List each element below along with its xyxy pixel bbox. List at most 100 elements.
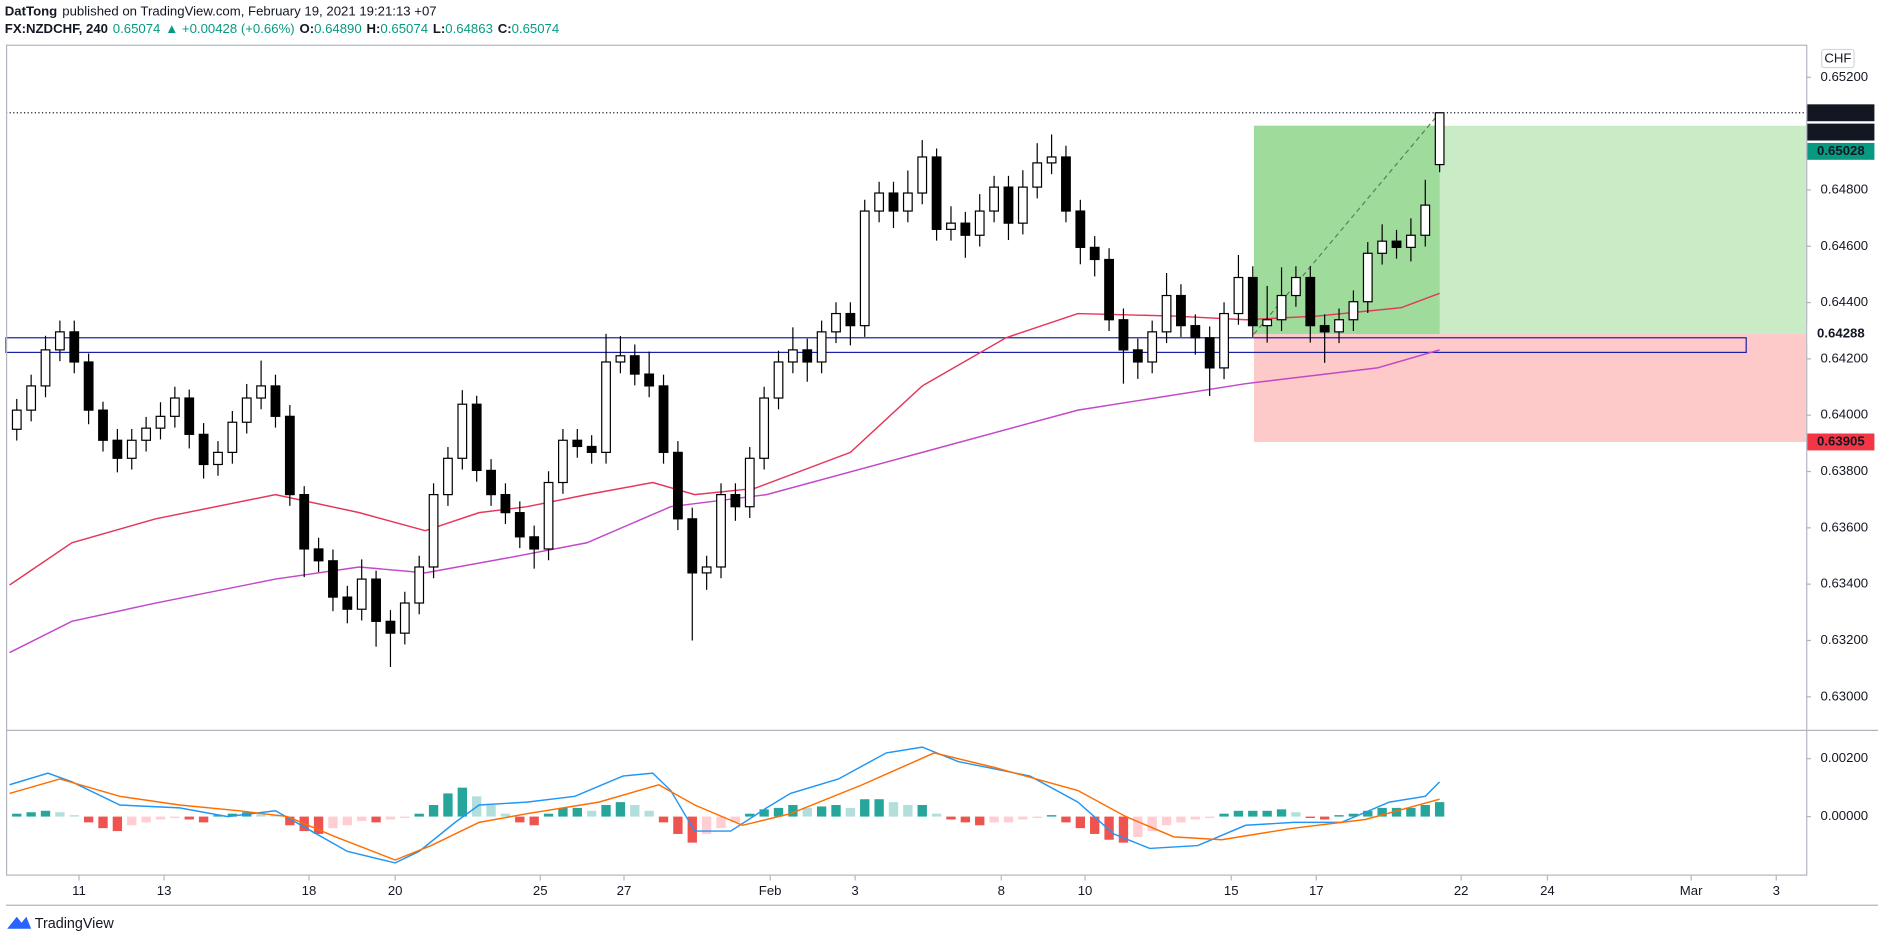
candle-body: [1176, 294, 1186, 327]
candle-body: [1434, 112, 1445, 166]
candle-body: [443, 457, 453, 496]
x-tick-label: 27: [617, 883, 632, 898]
candle-body: [342, 596, 353, 610]
histogram-bar: [285, 816, 295, 826]
candle-body: [54, 331, 65, 351]
candle-body: [946, 222, 956, 230]
candle-body: [1147, 331, 1158, 363]
histogram-bar: [1305, 816, 1315, 819]
candle-body: [227, 421, 238, 453]
candle-body: [658, 385, 669, 453]
ohlc-label: L:: [433, 20, 445, 35]
candle-body: [773, 361, 784, 399]
currency-box: [1821, 48, 1855, 69]
price-tag: [1807, 142, 1875, 160]
histogram-bar: [1003, 816, 1014, 823]
histogram-bar: [802, 807, 812, 817]
histogram-bar: [1147, 816, 1157, 832]
ohlc-value: 0.64890: [314, 20, 362, 35]
candle-body: [529, 536, 540, 550]
histogram-bar: [414, 813, 424, 817]
candle-body: [1276, 294, 1287, 321]
histogram-bar: [1104, 816, 1114, 840]
candle-body: [399, 602, 410, 634]
y-tick-label: 0.64000: [1821, 407, 1869, 422]
candle-body: [141, 427, 152, 441]
candle-body: [1362, 252, 1373, 303]
histogram-bar: [385, 816, 396, 820]
y-tick-label: 0.63200: [1821, 632, 1869, 647]
trade-path: [1253, 112, 1441, 335]
histogram-bar: [1018, 816, 1028, 820]
loss-zone: [1253, 334, 1807, 442]
candle-body: [328, 560, 338, 598]
candle-body: [1190, 325, 1201, 339]
ohlc-label: C:: [498, 20, 512, 35]
candle-body: [1075, 210, 1086, 248]
candle-body: [701, 566, 712, 574]
position-layer: [1253, 112, 1807, 442]
candle-body: [371, 578, 381, 622]
x-tick-label: 10: [1078, 883, 1093, 898]
histogram-bar: [773, 807, 784, 817]
histogram-bar: [558, 807, 568, 817]
candle-body: [558, 439, 568, 484]
x-tick-label: 11: [72, 883, 86, 898]
histogram-bar: [946, 816, 956, 820]
histogram-bar: [313, 816, 324, 834]
author: DatTong: [5, 4, 57, 19]
x-tick-label: 3: [1773, 883, 1780, 898]
candle-body: [1017, 186, 1028, 224]
candle-body: [1089, 246, 1100, 261]
candle-body: [931, 156, 942, 230]
candle-body: [716, 494, 726, 568]
histogram-bar: [989, 816, 999, 823]
x-tick-label: 15: [1224, 883, 1239, 898]
candle-body: [1348, 301, 1359, 321]
histogram-bar: [572, 807, 582, 817]
candle-body: [859, 210, 870, 327]
histogram-bar: [1061, 816, 1071, 823]
candle-body: [270, 385, 281, 417]
candle-body: [1233, 276, 1244, 315]
candle-body: [1291, 276, 1301, 297]
candle-body: [213, 451, 223, 466]
histogram-bar: [1205, 816, 1215, 819]
histogram-bar: [831, 805, 841, 817]
histogram-bar: [486, 805, 496, 817]
candle-body: [1132, 349, 1143, 363]
candle-body: [83, 361, 94, 411]
candle-body: [26, 385, 37, 411]
histogram-bar: [342, 816, 353, 826]
candle-body: [572, 439, 583, 448]
price-pane: [5, 112, 1807, 667]
histogram-bar: [55, 812, 65, 817]
histogram-bar: [1176, 816, 1186, 823]
candle-body: [428, 494, 439, 568]
histogram-bar: [1262, 810, 1272, 817]
last-price: 0.65074: [113, 20, 161, 35]
ohlc-label: O:: [299, 20, 314, 35]
candle-body: [759, 397, 770, 459]
candle-body: [126, 439, 137, 459]
candle-body: [615, 355, 626, 363]
x-tick-label: Mar: [1680, 883, 1703, 898]
histogram-bar: [1363, 810, 1373, 817]
price-tag-label: 01:38:50: [1815, 124, 1868, 139]
histogram-bar: [328, 816, 338, 829]
published: published on TradingView.com, February 1…: [62, 4, 436, 19]
candle-body: [787, 349, 798, 363]
histogram-bar: [716, 816, 726, 829]
y-tick-label: 0.64200: [1821, 350, 1869, 365]
histogram-bar: [1319, 816, 1330, 820]
y-tick-label: 0.00200: [1821, 750, 1869, 765]
histogram-bar: [845, 807, 856, 817]
candle-body: [644, 373, 655, 387]
candle-body: [802, 349, 813, 363]
ohlc-value: 0.65074: [380, 20, 428, 35]
histogram-bar: [170, 816, 180, 819]
histogram-bar: [12, 813, 22, 817]
histogram-bar: [1133, 816, 1143, 837]
histogram-bar: [1406, 807, 1416, 817]
